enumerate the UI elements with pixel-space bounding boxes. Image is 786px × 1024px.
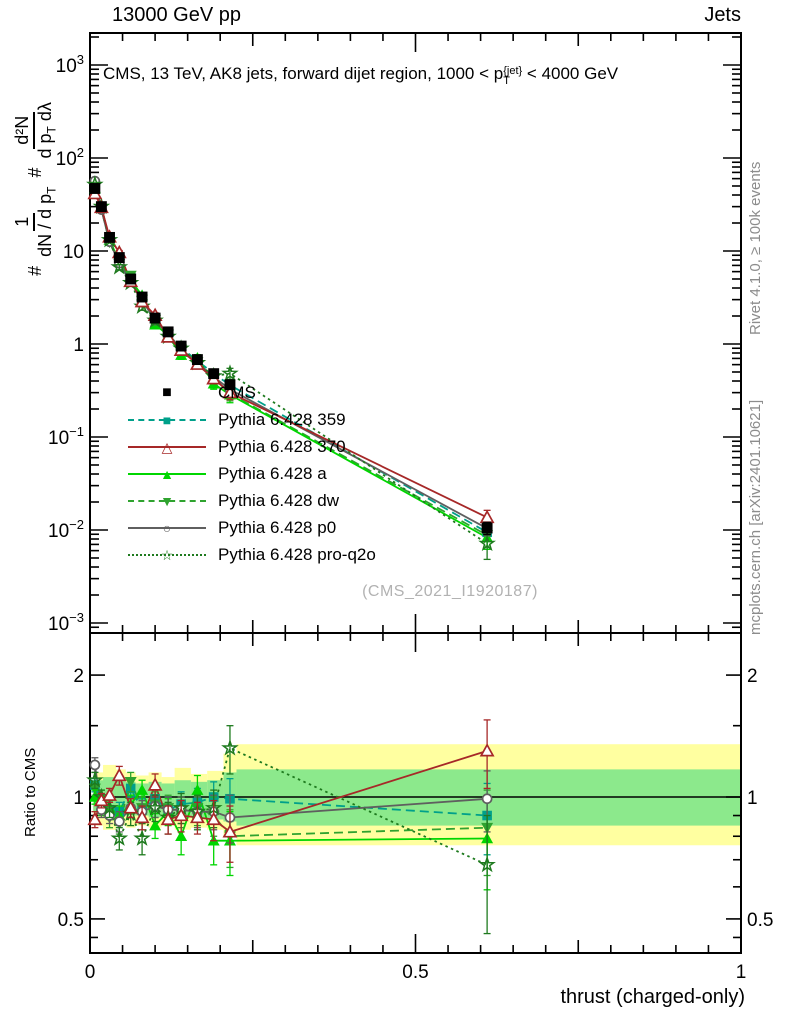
- analysis-group-label: Jets: [704, 4, 741, 26]
- legend-line: [128, 526, 206, 529]
- svg-text:1: 1: [73, 788, 84, 809]
- legend-item-pythia-dw: ▼ Pythia 6.428 dw: [128, 487, 376, 514]
- svg-text:10−3: 10−3: [48, 610, 84, 635]
- y-axis-label: # 1 dN / d pT # d²N d pT dλ: [12, 32, 59, 346]
- svg-text:2: 2: [73, 666, 84, 687]
- svg-text:0: 0: [85, 962, 96, 983]
- svg-text:10: 10: [63, 242, 84, 263]
- svg-text:10−2: 10−2: [48, 517, 84, 542]
- ratio-axis-label: Ratio to CMS: [22, 747, 39, 838]
- triangle-marker-icon: ▲: [160, 465, 174, 482]
- plot-title-text: CMS, 13 TeV, AK8 jets, forward dijet reg…: [103, 64, 504, 83]
- ylabel-hash-2: #: [25, 167, 46, 178]
- svg-text:1: 1: [736, 962, 747, 983]
- legend-line: [128, 499, 206, 502]
- ylabel-hash-1: #: [25, 265, 46, 276]
- legend-item-pythia-359: ■ Pythia 6.428 359: [128, 406, 376, 433]
- plot-title-suffix: < 4000 GeV: [526, 64, 619, 83]
- legend-item-pythia-a: ▲ Pythia 6.428 a: [128, 460, 376, 487]
- legend-line: [128, 553, 206, 556]
- svg-text:0.5: 0.5: [402, 962, 428, 983]
- svg-text:10−1: 10−1: [48, 424, 84, 449]
- beam-energy-label: 13000 GeV pp: [112, 4, 241, 26]
- rivet-version-label: Rivet 4.1.0, ≥ 100k events: [747, 161, 764, 335]
- pt-jet-sup: {jet}: [503, 65, 523, 77]
- svg-text:103: 103: [56, 52, 84, 77]
- svg-text:1: 1: [73, 335, 84, 356]
- star-marker-icon: ☆: [160, 546, 174, 563]
- square-marker-icon: ■: [162, 383, 172, 401]
- legend-item-pythia-p0: ○ Pythia 6.428 p0: [128, 514, 376, 541]
- legend-line: [128, 418, 206, 421]
- circle-marker-icon: ○: [162, 519, 172, 536]
- ylabel-fraction-2: d²N d pT dλ: [12, 102, 59, 159]
- pt-jet-sub: T: [503, 75, 510, 87]
- legend-line: [128, 445, 206, 448]
- legend-item-pythia-370: △ Pythia 6.428 370: [128, 433, 376, 460]
- mcplots-citation-label: mcplots.cern.ch [arXiv:2401.10621]: [747, 399, 764, 635]
- plot-title: CMS, 13 TeV, AK8 jets, forward dijet reg…: [103, 64, 619, 87]
- triangle-marker-icon: △: [161, 438, 173, 455]
- svg-text:0.5: 0.5: [58, 910, 84, 931]
- legend-item-pythia-pro-q2o: ☆ Pythia 6.428 pro-q2o: [128, 541, 376, 568]
- svg-text:0.5: 0.5: [747, 910, 773, 931]
- legend: ■ CMS ■ Pythia 6.428 359 △ Pythia 6.428 …: [128, 379, 376, 568]
- ylabel-fraction-1: 1 dN / d pT: [12, 186, 59, 257]
- legend-line: [128, 472, 206, 475]
- legend-item-cms: ■ CMS: [162, 382, 256, 402]
- pt-jet-stack: {jet} T: [503, 65, 523, 87]
- svg-text:2: 2: [747, 666, 758, 687]
- triangle-down-marker-icon: ▼: [160, 492, 174, 509]
- x-axis-label: thrust (charged-only): [560, 986, 745, 1008]
- svg-text:102: 102: [56, 145, 84, 170]
- square-marker-icon: ■: [162, 411, 172, 428]
- svg-text:1: 1: [747, 788, 758, 809]
- analysis-id-watermark: (CMS_2021_I1920187): [362, 583, 538, 600]
